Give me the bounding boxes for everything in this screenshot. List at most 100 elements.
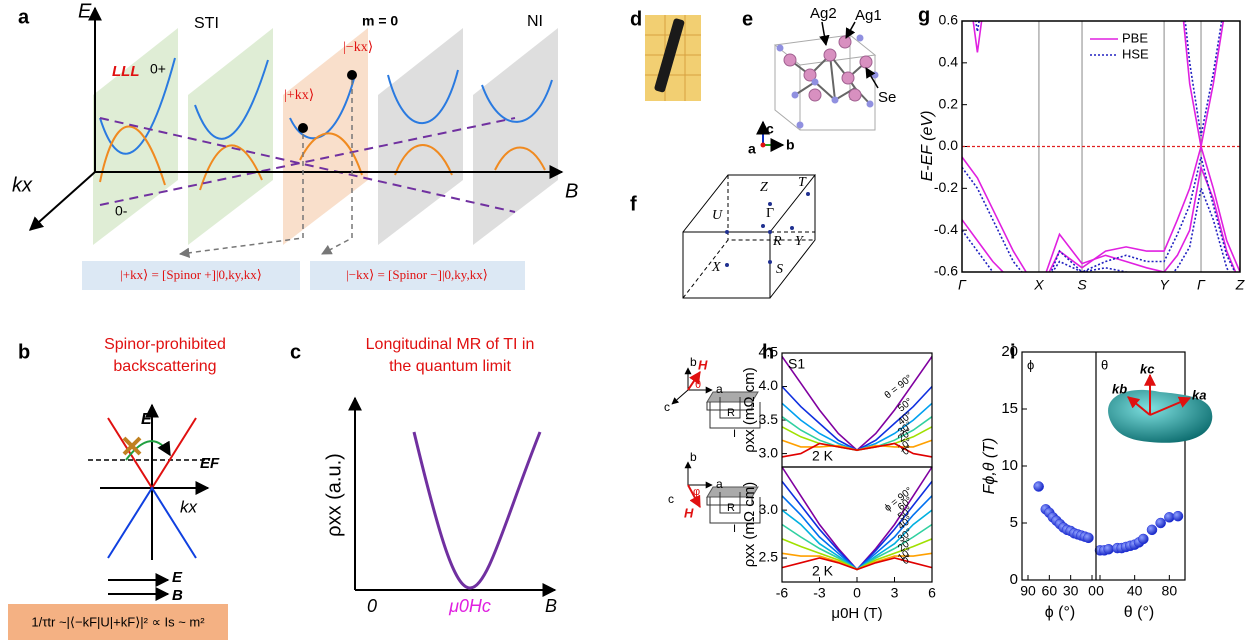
axis-label: c bbox=[664, 400, 670, 414]
axis bbox=[671, 389, 689, 405]
band bbox=[99, 125, 166, 186]
k-arrow bbox=[1127, 396, 1151, 416]
panel-label: g bbox=[918, 4, 930, 26]
x-tick-label: S bbox=[1077, 277, 1087, 293]
field-label: E bbox=[172, 569, 183, 586]
atom bbox=[856, 34, 864, 42]
x-tick-label: 0 bbox=[853, 585, 861, 601]
x-tick-label: -3 bbox=[813, 585, 826, 601]
atom bbox=[796, 121, 804, 129]
field-arrow bbox=[687, 484, 701, 509]
k-point bbox=[790, 226, 794, 230]
unit-cell bbox=[773, 34, 877, 131]
x-tick-label: 0 bbox=[1096, 583, 1104, 599]
k-label: X bbox=[711, 260, 721, 275]
sample-label: S1 bbox=[788, 356, 805, 372]
axis bbox=[28, 171, 96, 231]
panel-label: c bbox=[290, 341, 301, 363]
k-label: U bbox=[712, 208, 723, 223]
origin-label: 0 bbox=[367, 596, 377, 616]
k-label: ka bbox=[1192, 387, 1206, 402]
field-label: B bbox=[172, 587, 183, 604]
panel-label: a bbox=[18, 6, 30, 28]
band bbox=[494, 146, 546, 171]
axis-label: c bbox=[668, 492, 674, 506]
atom bbox=[783, 53, 797, 67]
y-tick-label: -0.4 bbox=[934, 221, 958, 237]
x-tick-label: Γ bbox=[1197, 277, 1206, 293]
axis-origin bbox=[760, 142, 766, 148]
x-tick-label: 6 bbox=[928, 585, 936, 601]
band bbox=[387, 69, 459, 125]
k-label: Y bbox=[795, 234, 805, 249]
data-point bbox=[1146, 524, 1158, 536]
pointer bbox=[865, 67, 879, 89]
legend-label: PBE bbox=[1122, 30, 1148, 45]
y-tick-label: 2.5 bbox=[759, 549, 779, 565]
mr-line bbox=[781, 442, 933, 458]
title: Spinor-prohibited bbox=[104, 336, 226, 353]
formula-box bbox=[310, 261, 525, 290]
k-point bbox=[806, 192, 810, 196]
panel-a: E B kx STI m = 0 NI LLL 0+ 0- |+kx⟩ |−kx… bbox=[12, 0, 578, 290]
panel-f: Z T U Γ Y R X S bbox=[682, 174, 817, 299]
data-point bbox=[1033, 481, 1044, 492]
atom bbox=[859, 55, 873, 69]
phase-label: NI bbox=[527, 13, 543, 30]
axis-label: B bbox=[545, 596, 557, 616]
temperature-label: 2 K bbox=[812, 448, 834, 464]
axis-label: B bbox=[565, 180, 578, 202]
x-tick-label: X bbox=[1033, 277, 1044, 293]
y-tick-label: 3.5 bbox=[759, 411, 779, 427]
atom bbox=[791, 91, 799, 99]
panel-c: Longitudinal MR of TI in the quantum lim… bbox=[323, 336, 557, 616]
band bbox=[99, 57, 176, 155]
x-tick-label: Y bbox=[1159, 277, 1170, 293]
data-point bbox=[1103, 543, 1114, 555]
atom bbox=[831, 96, 839, 104]
critical-label: μ0Hc bbox=[448, 596, 491, 616]
axis-label: a bbox=[748, 141, 756, 157]
pointer bbox=[819, 21, 830, 47]
panel-label: f bbox=[630, 193, 637, 215]
y-tick-label: 20 bbox=[1001, 343, 1018, 360]
subpanel-label: ϕ bbox=[1027, 357, 1034, 372]
band-line bbox=[962, 164, 1237, 272]
axis-label: a bbox=[716, 382, 723, 396]
data-point bbox=[1138, 533, 1149, 545]
k-label: T bbox=[798, 175, 807, 190]
circuit bbox=[706, 492, 761, 524]
phase-label: m = 0 bbox=[362, 13, 398, 29]
axis-label: E bbox=[141, 411, 153, 428]
circuit-label: I bbox=[733, 428, 736, 440]
band bbox=[194, 59, 269, 140]
atom bbox=[871, 71, 879, 79]
y-tick-label: 3.0 bbox=[759, 444, 779, 460]
k-label: R bbox=[772, 234, 782, 249]
y-tick-label: 15 bbox=[1001, 400, 1018, 417]
k-label: S bbox=[776, 262, 783, 277]
panel-label: e bbox=[742, 8, 753, 30]
panel-b: Spinor-prohibited backscattering E EF kx… bbox=[8, 336, 228, 640]
y-tick-label: 0 bbox=[1010, 571, 1018, 588]
y-tick-label: 4.0 bbox=[759, 377, 779, 393]
angle-label: θ bbox=[695, 379, 701, 391]
y-tick-label: 0.2 bbox=[939, 95, 959, 111]
k-point bbox=[768, 260, 772, 264]
h-inset-bottom: b a c H φ R I bbox=[668, 450, 761, 535]
atom bbox=[808, 88, 822, 102]
y-tick-label: -0.2 bbox=[934, 179, 958, 195]
formula-box bbox=[8, 604, 228, 640]
atom-label: Ag1 bbox=[855, 7, 882, 24]
x-tick-label: 60 bbox=[1042, 583, 1058, 599]
mr-curve bbox=[412, 431, 542, 590]
atom bbox=[838, 35, 852, 49]
bands bbox=[962, 21, 1240, 272]
band bbox=[299, 132, 363, 176]
circuit bbox=[706, 397, 761, 429]
fermi-surface-inset: kc kb ka bbox=[1108, 361, 1213, 443]
temperature-label: 2 K bbox=[812, 563, 834, 579]
k-label: Z bbox=[760, 180, 768, 195]
band-line bbox=[962, 143, 1240, 272]
